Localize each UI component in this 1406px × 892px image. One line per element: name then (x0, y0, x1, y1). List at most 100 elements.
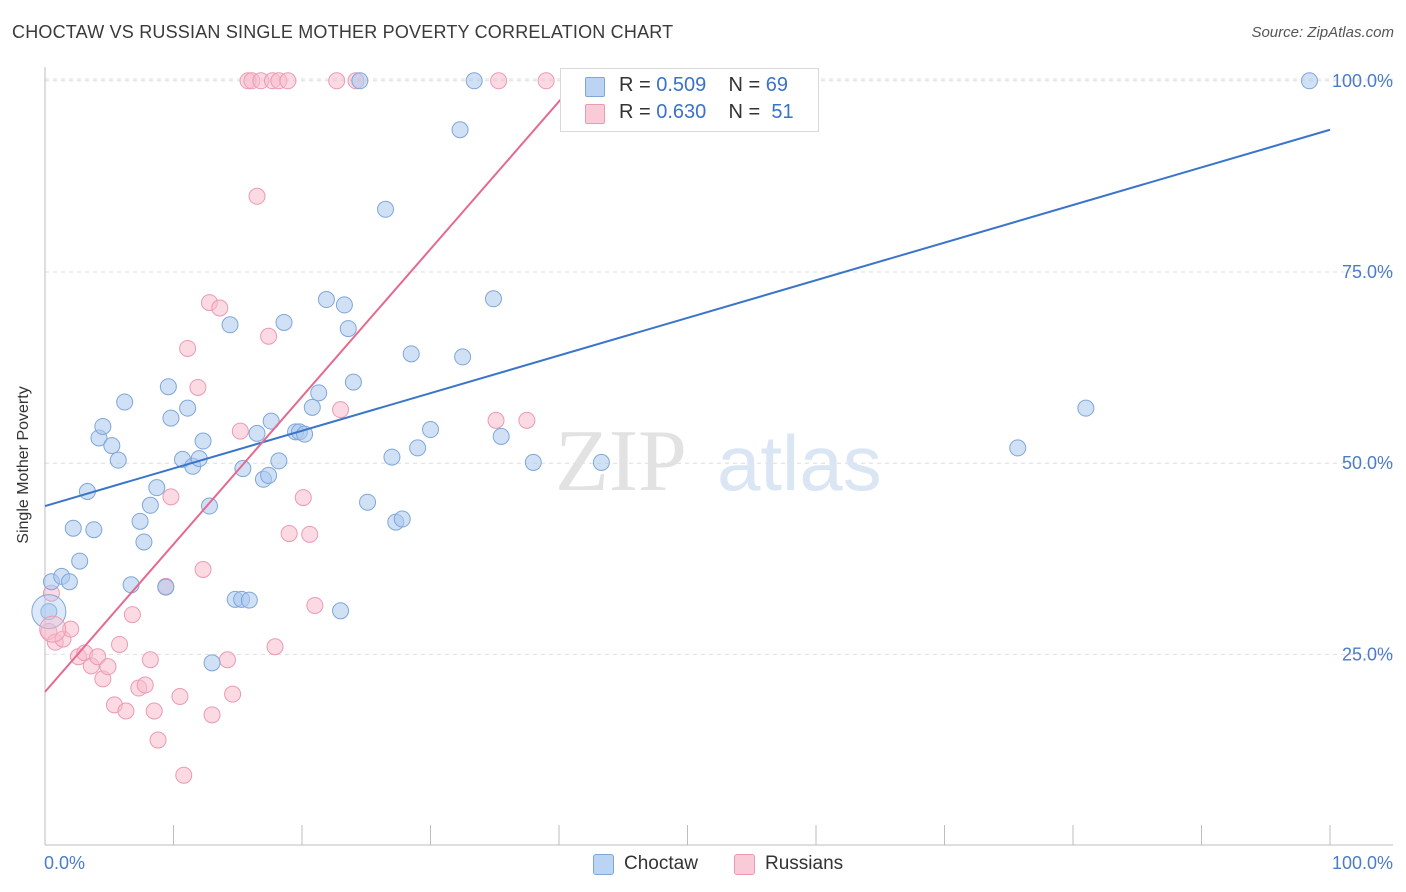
choctaw-point (122, 576, 140, 594)
choctaw-point (409, 439, 427, 457)
choctaw-point (240, 591, 258, 609)
choctaw-point (262, 412, 280, 430)
choctaw-point (275, 313, 293, 331)
choctaw-point (1077, 399, 1095, 417)
choctaw-point (492, 427, 510, 445)
choctaw-point (296, 425, 314, 443)
russians-point (487, 411, 505, 429)
choctaw-point (270, 452, 288, 470)
choctaw-point (179, 399, 197, 417)
russians-trendline (44, 80, 578, 693)
russians-point (162, 488, 180, 506)
choctaw-point (422, 421, 439, 439)
choctaw-point (221, 316, 239, 334)
choctaw-point (162, 409, 180, 427)
russians-point (145, 702, 163, 720)
russians-point (248, 187, 266, 205)
choctaw-trendline (44, 128, 1331, 507)
russians-point (306, 596, 324, 614)
russians-point (211, 299, 229, 317)
choctaw-point (157, 578, 175, 596)
choctaw-point (71, 552, 89, 570)
choctaw-point (40, 603, 58, 621)
choctaw-point (60, 573, 78, 591)
russians-point (203, 706, 221, 724)
choctaw-point (203, 654, 221, 672)
y-tick-label: 50.0% (1342, 453, 1393, 473)
choctaw-point (103, 437, 121, 455)
russians-point (189, 378, 207, 396)
legend-swatch-russians (585, 104, 605, 124)
russians-point (123, 606, 141, 624)
choctaw-point (359, 493, 377, 511)
russians-point (332, 401, 350, 419)
russians-point (490, 72, 508, 90)
legend-r-label: R = (619, 101, 651, 123)
russians-point (62, 620, 80, 638)
y-tick-label: 75.0% (1342, 262, 1393, 282)
choctaw-point (94, 417, 112, 435)
watermark-zip: ZIP (555, 413, 687, 510)
choctaw-point (141, 496, 159, 514)
russians-point (141, 651, 159, 669)
choctaw-point (109, 451, 127, 469)
russians-point (224, 685, 242, 703)
russians-point (194, 561, 212, 579)
russians-point (171, 687, 189, 705)
y-axis-label: Single Mother Poverty (15, 386, 32, 544)
choctaw-point (148, 479, 166, 497)
choctaw-point (465, 72, 483, 90)
choctaw-point (335, 296, 353, 314)
russians-point (149, 731, 167, 749)
legend-r-value-choctaw: 0.509 (656, 74, 707, 96)
russians-point (280, 525, 298, 543)
choctaw-point (159, 378, 177, 396)
legend-r-value-russians: 0.630 (656, 101, 707, 123)
choctaw-point (317, 291, 335, 309)
russians-point (279, 72, 297, 90)
russians-point (111, 635, 129, 653)
choctaw-point (402, 345, 420, 363)
choctaw-point (194, 432, 212, 450)
choctaw-point (1300, 72, 1318, 90)
legend-r-label: R = (619, 74, 651, 96)
choctaw-point (116, 393, 134, 411)
russians-point (231, 422, 249, 440)
russians-point (218, 651, 236, 669)
source-label: Source: ZipAtlas.com (1251, 24, 1394, 41)
x-tick-label-max: 100.0% (1332, 853, 1393, 873)
legend-n-label: N = (728, 101, 761, 123)
choctaw-point (135, 533, 153, 551)
russians-point (518, 411, 536, 429)
choctaw-point (351, 72, 369, 90)
russians-point (537, 72, 555, 90)
choctaw-point (344, 373, 362, 391)
legend-n-value-russians: 51 (771, 101, 794, 123)
choctaw-point (64, 519, 82, 537)
choctaw-point (393, 510, 411, 528)
x-tick-label-min: 0.0% (44, 853, 85, 873)
russians-point (89, 648, 107, 666)
choctaw-point (31, 594, 67, 630)
choctaw-point (131, 512, 149, 530)
y-tick-label: 25.0% (1342, 644, 1393, 664)
russians-point (39, 615, 67, 643)
russians-point (99, 658, 117, 676)
bottom-legend-swatch-choctaw (593, 854, 614, 875)
choctaw-point (451, 121, 469, 139)
russians-point (301, 525, 319, 543)
legend-swatch-choctaw (585, 77, 605, 97)
choctaw-point (260, 466, 278, 484)
bottom-legend-swatch-russians (734, 854, 755, 875)
choctaw-point (310, 384, 328, 402)
russians-point (294, 489, 312, 507)
legend-n-value-choctaw: 69 (765, 74, 789, 96)
russians-point (328, 72, 346, 90)
choctaw-point (85, 521, 103, 539)
choctaw-point (339, 320, 357, 338)
choctaw-point (248, 424, 266, 442)
bottom-legend-label-choctaw: Choctaw (624, 853, 698, 874)
choctaw-point (200, 497, 218, 515)
russians-point (266, 638, 284, 656)
choctaw-point (332, 602, 350, 620)
